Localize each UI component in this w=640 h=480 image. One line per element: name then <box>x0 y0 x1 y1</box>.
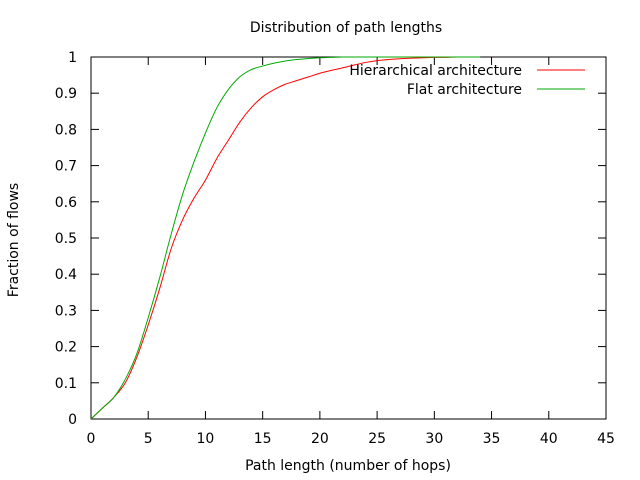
y-tick-label: 0.3 <box>55 303 77 319</box>
x-tick-label: 40 <box>540 431 558 447</box>
x-tick-label: 15 <box>254 431 272 447</box>
y-tick-label: 0.9 <box>55 86 77 102</box>
x-tick-label: 25 <box>368 431 386 447</box>
x-tick-label: 45 <box>597 431 615 447</box>
plot-frame <box>90 56 607 420</box>
series-line-0 <box>90 56 481 420</box>
x-tick-label: 5 <box>144 431 153 447</box>
series-line-1 <box>90 56 481 420</box>
y-tick-label: 0 <box>68 412 77 428</box>
x-tick-labels: 0 5 10 15 20 25 30 35 40 45 <box>87 431 615 447</box>
x-tick-label: 35 <box>483 431 501 447</box>
y-tick-label: 0.4 <box>55 267 77 283</box>
y-axis-label: Fraction of flows <box>6 183 22 297</box>
y-tick-labels: 0 0.1 0.2 0.3 0.4 0.5 0.6 0.7 0.8 0.9 1 <box>55 50 77 428</box>
y-tick-label: 0.6 <box>55 195 77 211</box>
y-tick-label: 0.2 <box>55 340 77 356</box>
chart-title: Distribution of path lengths <box>250 20 442 36</box>
x-tick-label: 20 <box>311 431 329 447</box>
y-tick-label: 0.7 <box>55 159 77 175</box>
y-tick-label: 0.8 <box>55 122 77 138</box>
x-tick-label: 10 <box>197 431 215 447</box>
y-tick-label: 1 <box>68 50 77 66</box>
legend: Hierarchical architecture Flat architectu… <box>349 63 585 98</box>
x-axis-label: Path length (number of hops) <box>245 458 451 474</box>
y-tick-label: 0.5 <box>55 231 77 247</box>
axis-ticks <box>90 56 607 420</box>
x-tick-label: 0 <box>87 431 96 447</box>
legend-label-1: Flat architecture <box>407 82 522 98</box>
legend-label-0: Hierarchical architecture <box>349 63 522 79</box>
series-lines <box>90 56 481 420</box>
x-tick-label: 30 <box>425 431 443 447</box>
y-tick-label: 0.1 <box>55 376 77 392</box>
